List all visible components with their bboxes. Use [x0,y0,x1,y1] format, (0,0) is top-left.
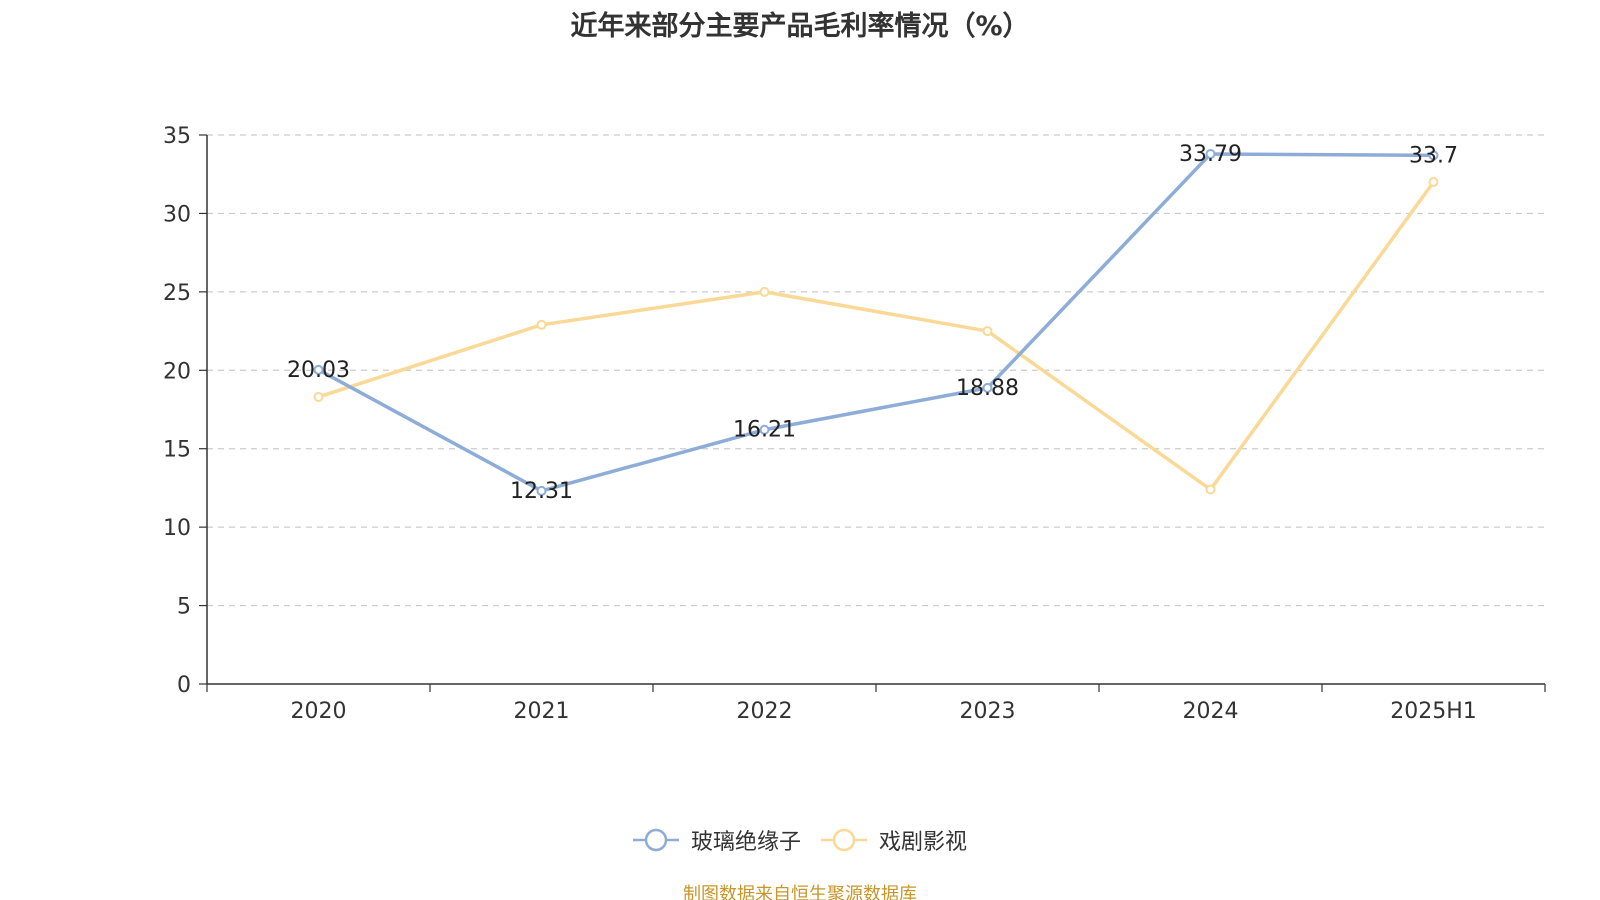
y-tick-label: 10 [163,516,191,541]
y-tick-label: 5 [177,595,191,620]
data-point [1205,484,1216,495]
x-tick-label: 2022 [737,699,793,724]
data-point [1428,177,1439,188]
legend-label: 戏剧影视 [879,830,968,855]
y-tick-label: 30 [163,202,191,227]
data-label: 12.31 [510,479,573,504]
legend-label: 玻璃绝缘子 [690,830,801,855]
chart-legend: 玻璃绝缘子 戏剧影视 [0,824,1600,856]
y-tick-label: 25 [163,281,191,306]
data-label: 33.7 [1409,143,1458,168]
series-line-0 [317,152,1434,493]
x-tick-label: 2024 [1183,699,1239,724]
legend-item-series-1[interactable]: 戏剧影视 [821,824,967,856]
data-point [982,326,993,337]
y-tick-label: 0 [177,673,191,698]
source-note: 制图数据来自恒生聚源数据库 [683,884,917,900]
chart-title: 近年来部分主要产品毛利率情况（%） [570,11,1030,42]
data-label: 16.21 [733,418,796,443]
data-point [1428,150,1439,161]
data-label: 18.88 [956,376,1019,401]
legend-line-circle-icon [632,828,679,852]
grid-layer [207,134,1545,607]
data-point [536,485,547,496]
legend-line-circle-icon [821,828,867,852]
data-point [982,382,993,393]
data-point [313,364,324,375]
x-tick-label: 2025H1 [1390,699,1477,724]
y-tick-label: 20 [163,359,191,384]
data-label-layer: 20.03 12.31 16.21 18.88 33.79 33.7 [287,142,1458,504]
series-layer [313,148,1439,496]
data-point [759,286,770,297]
data-point [536,319,547,330]
data-label: 20.03 [287,358,350,383]
data-point [759,424,770,435]
x-tick-label: 2023 [960,699,1016,724]
y-tick-label: 15 [163,438,191,463]
series-line-1 [317,181,1435,492]
data-point [313,391,324,402]
x-tick-label: 2020 [291,699,347,724]
axis-layer: 0 5 10 15 20 25 30 35 2020 2021 2022 2023 2024 2025H1 [163,124,1546,724]
data-label: 33.79 [1179,142,1242,167]
legend-item-series-0[interactable]: 玻璃绝缘子 [632,824,801,856]
x-tick-label: 2021 [514,699,570,724]
y-tick-label: 35 [163,124,191,149]
data-point [1205,148,1216,159]
